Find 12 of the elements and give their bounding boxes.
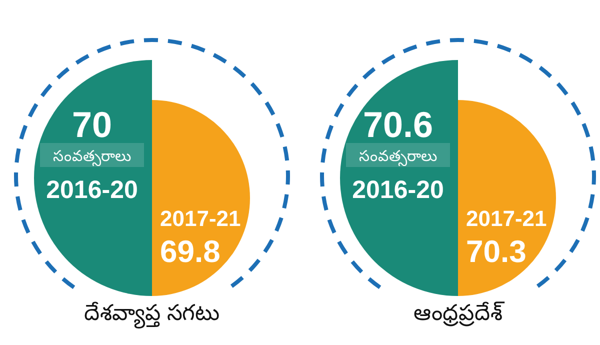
category-label: 2016-20 — [46, 176, 138, 204]
text: దేశవ్యాప్త సగటు — [84, 300, 220, 329]
text: సంవత్సరాలు — [359, 148, 437, 167]
text: సంవత్సరాలు — [53, 148, 131, 167]
data-label: 69.8 — [160, 234, 220, 269]
text: ఆంధ్రప్రదేశ్ — [414, 300, 506, 327]
data-label: 70.6 — [362, 104, 434, 145]
category-label: 2017-21 — [466, 206, 547, 231]
data-label: 70.3 — [466, 234, 526, 269]
data-label: 70 — [72, 104, 112, 145]
category-label: 2017-21 — [160, 206, 241, 231]
category-label: 2016-20 — [352, 176, 444, 204]
